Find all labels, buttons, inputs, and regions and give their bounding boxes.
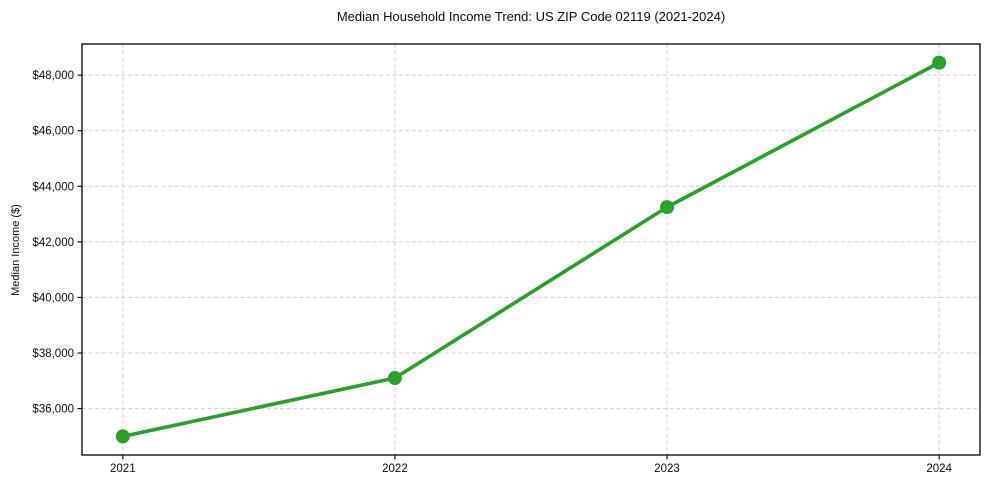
x-tick-label: 2024	[926, 463, 952, 475]
y-tick-label: $46,000	[32, 126, 74, 138]
x-tick-label: 2022	[382, 463, 408, 475]
plot-border	[81, 43, 981, 456]
x-tick-label: 2023	[654, 463, 680, 475]
data-point-2021	[115, 429, 130, 444]
y-tick-label: $38,000	[32, 348, 74, 360]
trend-line	[121, 60, 941, 439]
y-tick-label: $42,000	[32, 237, 74, 249]
data-point-2023	[660, 200, 675, 215]
x-tick-label: 2021	[110, 463, 136, 475]
y-tick-label: $36,000	[32, 404, 74, 416]
data-point-2022	[387, 371, 402, 386]
y-tick-label: $44,000	[32, 181, 74, 193]
data-point-2024	[932, 55, 947, 70]
y-tick-label: $48,000	[32, 70, 74, 82]
chart-title: Median Household Income Trend: US ZIP Co…	[336, 9, 726, 24]
y-tick-label: $40,000	[32, 292, 74, 304]
